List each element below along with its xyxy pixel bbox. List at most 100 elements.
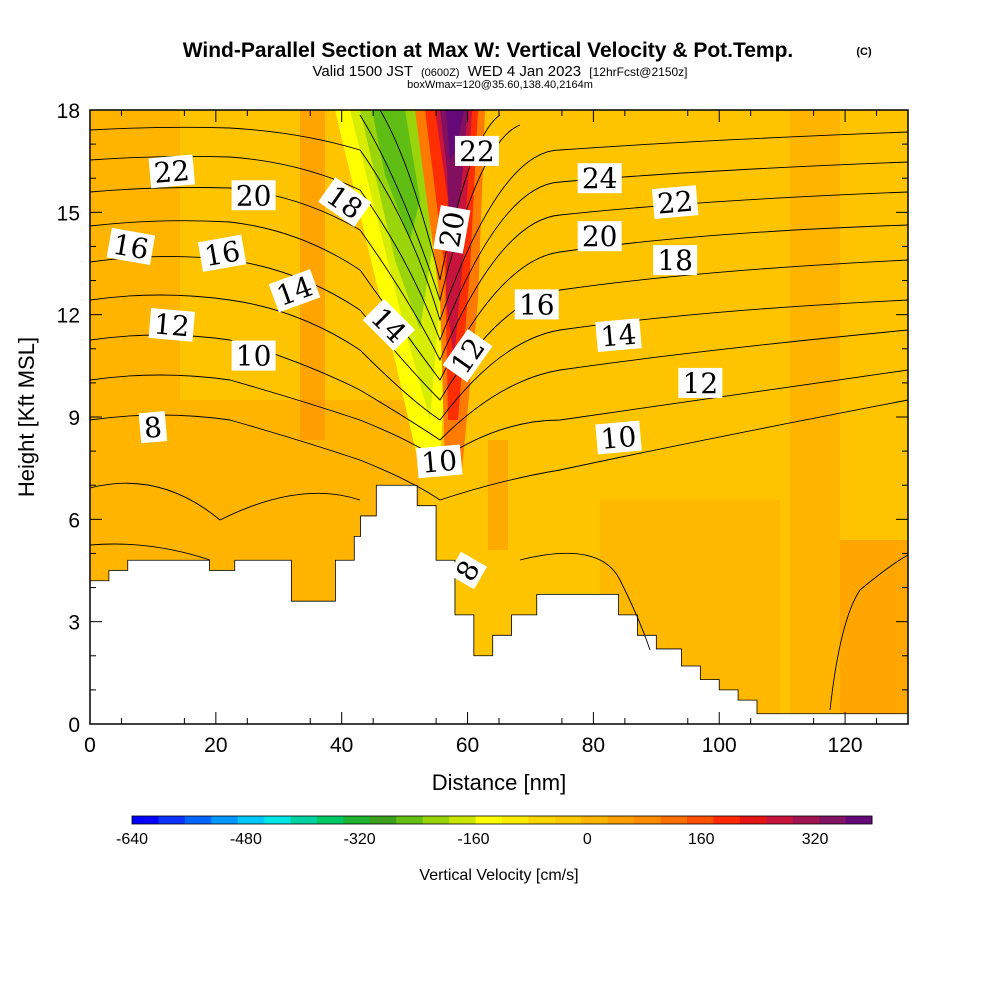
contour-label-box: [415, 444, 463, 479]
colorbar-swatch: [819, 816, 847, 824]
subtitle-valid: Valid 1500 JST: [312, 63, 412, 80]
colorbar-swatch: [528, 816, 556, 824]
x-tick-label: 0: [84, 734, 96, 757]
colorbar-swatch: [317, 816, 344, 824]
contour-label-box: [595, 420, 642, 455]
contour-label-text: 16: [202, 234, 243, 273]
x-tick-label: 60: [456, 734, 479, 757]
contour-label-text: 12: [153, 307, 191, 343]
y-axis-label: Height [Kft MSL]: [14, 337, 39, 497]
colorbar-swatch: [792, 816, 820, 824]
colorbar-tick-label: -320: [344, 831, 376, 848]
contour-label-box: [678, 367, 723, 398]
terrain: [90, 485, 908, 724]
contour-label-text: 8: [143, 411, 164, 445]
colorbar-tick-label: 320: [802, 831, 829, 848]
contour-label-text: 10: [599, 420, 637, 456]
contour-label: 10: [231, 340, 276, 373]
colorbar-frame: [131, 815, 873, 825]
y-tick-label: 18: [57, 100, 80, 123]
contour-label: 14: [595, 318, 642, 354]
contour-label-box: [148, 308, 196, 342]
contour-label-box: [148, 154, 196, 189]
contour-label: 24: [577, 162, 622, 195]
contour-label-box: [577, 221, 622, 252]
colorbar-swatch: [845, 816, 873, 824]
contour-label-text: 10: [236, 340, 272, 373]
contour-label: 8: [448, 551, 488, 590]
y-tick-label: 0: [68, 714, 80, 737]
colorbar-swatch: [369, 816, 397, 824]
colorbar-swatch: [396, 816, 424, 824]
contour-label-text: 24: [582, 162, 618, 195]
contour-label: 20: [577, 220, 622, 253]
contour-label-box: [106, 227, 156, 266]
x-axis-label: Distance [nm]: [432, 770, 567, 795]
colorbar-swatch: [211, 816, 239, 824]
colorbar-swatch: [660, 816, 688, 824]
contour-label: 10: [415, 444, 463, 480]
contour-label-box: [197, 234, 247, 272]
colorbar-swatch: [237, 816, 265, 824]
colorbar-label: Vertical Velocity [cm/s]: [419, 867, 578, 884]
colorbar-swatch: [184, 816, 212, 824]
contour-label-box: [651, 185, 699, 219]
y-tick-label: 3: [68, 612, 80, 635]
contour-label-box: [577, 163, 622, 194]
y-tick-label: 15: [57, 202, 80, 225]
subtitle-date: WED 4 Jan 2023: [468, 63, 581, 80]
colorbar-ticks: -640 -480 -320 -160 0 160 320: [116, 831, 829, 848]
contour-label: 10: [595, 420, 642, 456]
contour-label-box: [231, 340, 276, 371]
colorbar-tick-label: 160: [688, 831, 715, 848]
colorbar-swatch: [132, 816, 159, 824]
contour-label-box: [231, 180, 276, 211]
x-tick-label: 100: [702, 734, 737, 757]
y-tick-label: 6: [68, 509, 80, 532]
colorbar-swatch: [449, 816, 477, 824]
contour-label-box: [318, 177, 372, 228]
contour-label: 22: [651, 185, 699, 221]
contour-label: 20: [231, 179, 276, 212]
colorbar-swatch: [475, 816, 503, 824]
contour-label-text: 16: [110, 228, 151, 267]
chart-subtitle: Valid 1500 JST (0600Z) WED 4 Jan 2023 [1…: [312, 63, 687, 80]
x-tick-label: 40: [330, 734, 353, 757]
y-tick-label: 9: [68, 407, 80, 430]
contour-label-text: 16: [519, 288, 555, 321]
title-mark: (C): [856, 46, 872, 58]
contour-label-box: [653, 245, 698, 276]
contour-label-box: [362, 298, 416, 352]
colorbar-swatch: [502, 816, 529, 824]
contour-label: 8: [138, 411, 168, 445]
contour-label-box: [442, 328, 493, 383]
colorbar-swatch: [343, 816, 371, 824]
y-axis: 0 3 6 9 12 15 18: [57, 100, 908, 737]
contour-label: 16: [514, 288, 559, 321]
contour-label-text: 14: [599, 318, 637, 354]
contour-label-text: 20: [582, 220, 618, 253]
colorbar-tick-label: -160: [458, 831, 490, 848]
colorbar-swatch: [554, 816, 582, 824]
colorbar: [131, 815, 873, 825]
contour-label-box: [448, 551, 488, 590]
colorbar-swatch: [634, 816, 662, 824]
colorbar-swatch: [687, 816, 714, 824]
contour-label: 22: [148, 154, 196, 190]
contour-label-box: [268, 269, 321, 313]
colorbar-tick-label: -480: [230, 831, 262, 848]
colorbar-swatch: [739, 816, 767, 824]
y-tick-label: 12: [57, 305, 80, 328]
contour-label-text: 18: [657, 244, 693, 277]
contour-label-text: 12: [683, 367, 719, 400]
subtitle-zulu: (0600Z): [421, 67, 460, 79]
contour-label: 16: [197, 234, 247, 273]
contour-label-text: 20: [433, 209, 472, 250]
colorbar-tick-label: 0: [583, 831, 592, 848]
x-tick-label: 120: [828, 734, 863, 757]
contour-label-box: [138, 411, 168, 444]
terrain-outline: [90, 484, 908, 724]
contour-label-text: 10: [420, 444, 458, 480]
